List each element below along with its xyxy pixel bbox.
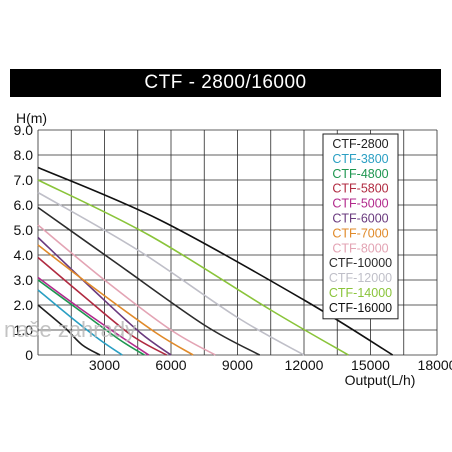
legend-item: CTF-6000 <box>332 212 388 226</box>
legend-item: CTF-2800 <box>332 137 388 151</box>
series-line-ctf-12000 <box>37 191 305 356</box>
ticks-layer: 0 1.0 2.0 3.0 4.0 5.0 6.0 7.0 8.0 9.0 3000 6000 9000… <box>14 122 452 373</box>
series-line-ctf-6000 <box>37 236 172 356</box>
series-line-ctf-10000 <box>37 206 261 356</box>
series-line-ctf-2800 <box>37 304 101 356</box>
legend-item: CTF-4800 <box>332 167 388 181</box>
y-tick-label: 0 <box>25 347 33 363</box>
y-tick-label: 5.0 <box>14 222 34 238</box>
legend-item: CTF-16000 <box>329 301 392 315</box>
x-axis-label: Output(L/h) <box>345 372 416 388</box>
series-line-ctf-8000 <box>37 224 216 356</box>
y-axis-label: H(m) <box>16 110 47 126</box>
legend-item: CTF-14000 <box>329 286 392 300</box>
x-tick-label: 12000 <box>285 357 324 373</box>
series-line-ctf-5800 <box>37 256 167 356</box>
y-tick-label: 3.0 <box>14 272 34 288</box>
legend-item: CTF-8000 <box>332 241 388 255</box>
series-line-ctf-7000 <box>37 244 194 356</box>
series-line-ctf-4800 <box>37 279 145 356</box>
series-line-ctf-16000 <box>37 166 394 356</box>
y-tick-label: 9.0 <box>14 122 34 138</box>
x-tick-label: 6000 <box>155 357 186 373</box>
series-line-ctf-3800 <box>37 289 123 356</box>
series-line-ctf-14000 <box>37 179 349 356</box>
chart-title: CTF - 2800/16000 <box>10 69 441 97</box>
legend-item: CTF-5800 <box>332 182 388 196</box>
legend-layer: CTF-2800CTF-3800CTF-4800CTF-5800CTF-5000… <box>322 133 399 320</box>
x-tick-label: 9000 <box>222 357 253 373</box>
legend-item: CTF-12000 <box>329 271 392 285</box>
watermark-text: naše zahrady <box>4 317 136 342</box>
legend-item: CTF-5000 <box>332 197 388 211</box>
x-tick-label: 3000 <box>89 357 120 373</box>
legend-item: CTF-10000 <box>329 256 392 270</box>
legend-item: CTF-3800 <box>332 152 388 166</box>
y-tick-label: 1.0 <box>14 322 34 338</box>
y-tick-label: 7.0 <box>14 172 34 188</box>
series-layer <box>37 166 394 356</box>
x-tick-label: 15000 <box>351 357 390 373</box>
legend-box <box>322 133 399 320</box>
legend-item: CTF-7000 <box>332 226 388 240</box>
y-tick-label: 6.0 <box>14 197 34 213</box>
x-tick-label: 18000 <box>418 357 452 373</box>
y-tick-label: 2.0 <box>14 297 34 313</box>
y-tick-label: 4.0 <box>14 247 34 263</box>
series-line-ctf-5000 <box>37 276 150 356</box>
y-tick-label: 8.0 <box>14 147 34 163</box>
